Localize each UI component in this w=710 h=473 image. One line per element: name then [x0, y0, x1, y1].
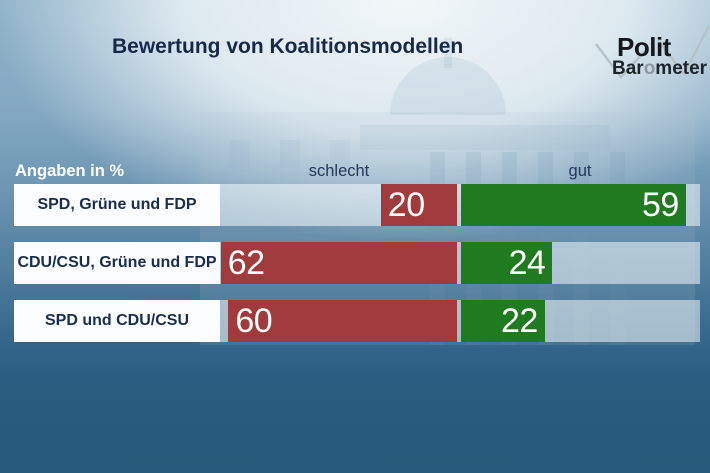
category-label: CDU/CSU, Grüne und FDP — [17, 254, 217, 271]
logo-text-bar: Bar — [612, 58, 644, 79]
bar-track: 60 22 — [220, 300, 700, 342]
bar-schlecht: 60 — [228, 300, 457, 342]
chart-row: SPD, Grüne und FDP 20 59 — [0, 184, 710, 226]
category-label-box: SPD, Grüne und FDP — [14, 184, 220, 226]
page-title: Bewertung von Koalitionsmodellen — [112, 35, 464, 58]
politbarometer-logo: Polit Barometer — [592, 24, 710, 82]
chart-row: SPD und CDU/CSU 60 22 — [0, 300, 710, 342]
column-header-gut: gut — [568, 162, 592, 180]
category-label-box: CDU/CSU, Grüne und FDP — [14, 242, 220, 284]
bar-value-gut: 59 — [641, 186, 679, 224]
zigzag-checkmark-icon — [595, 25, 710, 79]
bar-value-gut: 24 — [508, 244, 546, 282]
bar-value-schlecht: 62 — [227, 244, 265, 282]
logo-text-meter: meter — [655, 58, 708, 79]
category-label-box: SPD und CDU/CSU — [14, 300, 220, 342]
bar-value-schlecht: 20 — [387, 186, 425, 224]
bar-gut: 24 — [461, 242, 553, 284]
chart-row: CDU/CSU, Grüne und FDP 62 24 — [0, 242, 710, 284]
bar-gut: 59 — [461, 184, 686, 226]
logo-text-barometer: Barometer — [612, 58, 707, 80]
bar-value-schlecht: 60 — [235, 302, 273, 340]
unit-label: Angaben in % — [15, 162, 125, 180]
category-label: SPD, Grüne und FDP — [37, 196, 197, 213]
bar-schlecht: 62 — [220, 242, 457, 284]
bar-gut: 22 — [461, 300, 545, 342]
bar-schlecht: 20 — [380, 184, 457, 226]
bar-track: 62 24 — [220, 242, 700, 284]
category-label: SPD und CDU/CSU — [45, 312, 189, 329]
column-header-schlecht: schlecht — [308, 162, 370, 180]
logo-text-o: o — [643, 58, 656, 79]
logo-text-polit: Polit — [617, 32, 671, 62]
bar-track: 20 59 — [220, 184, 700, 226]
bar-value-gut: 22 — [500, 302, 538, 340]
